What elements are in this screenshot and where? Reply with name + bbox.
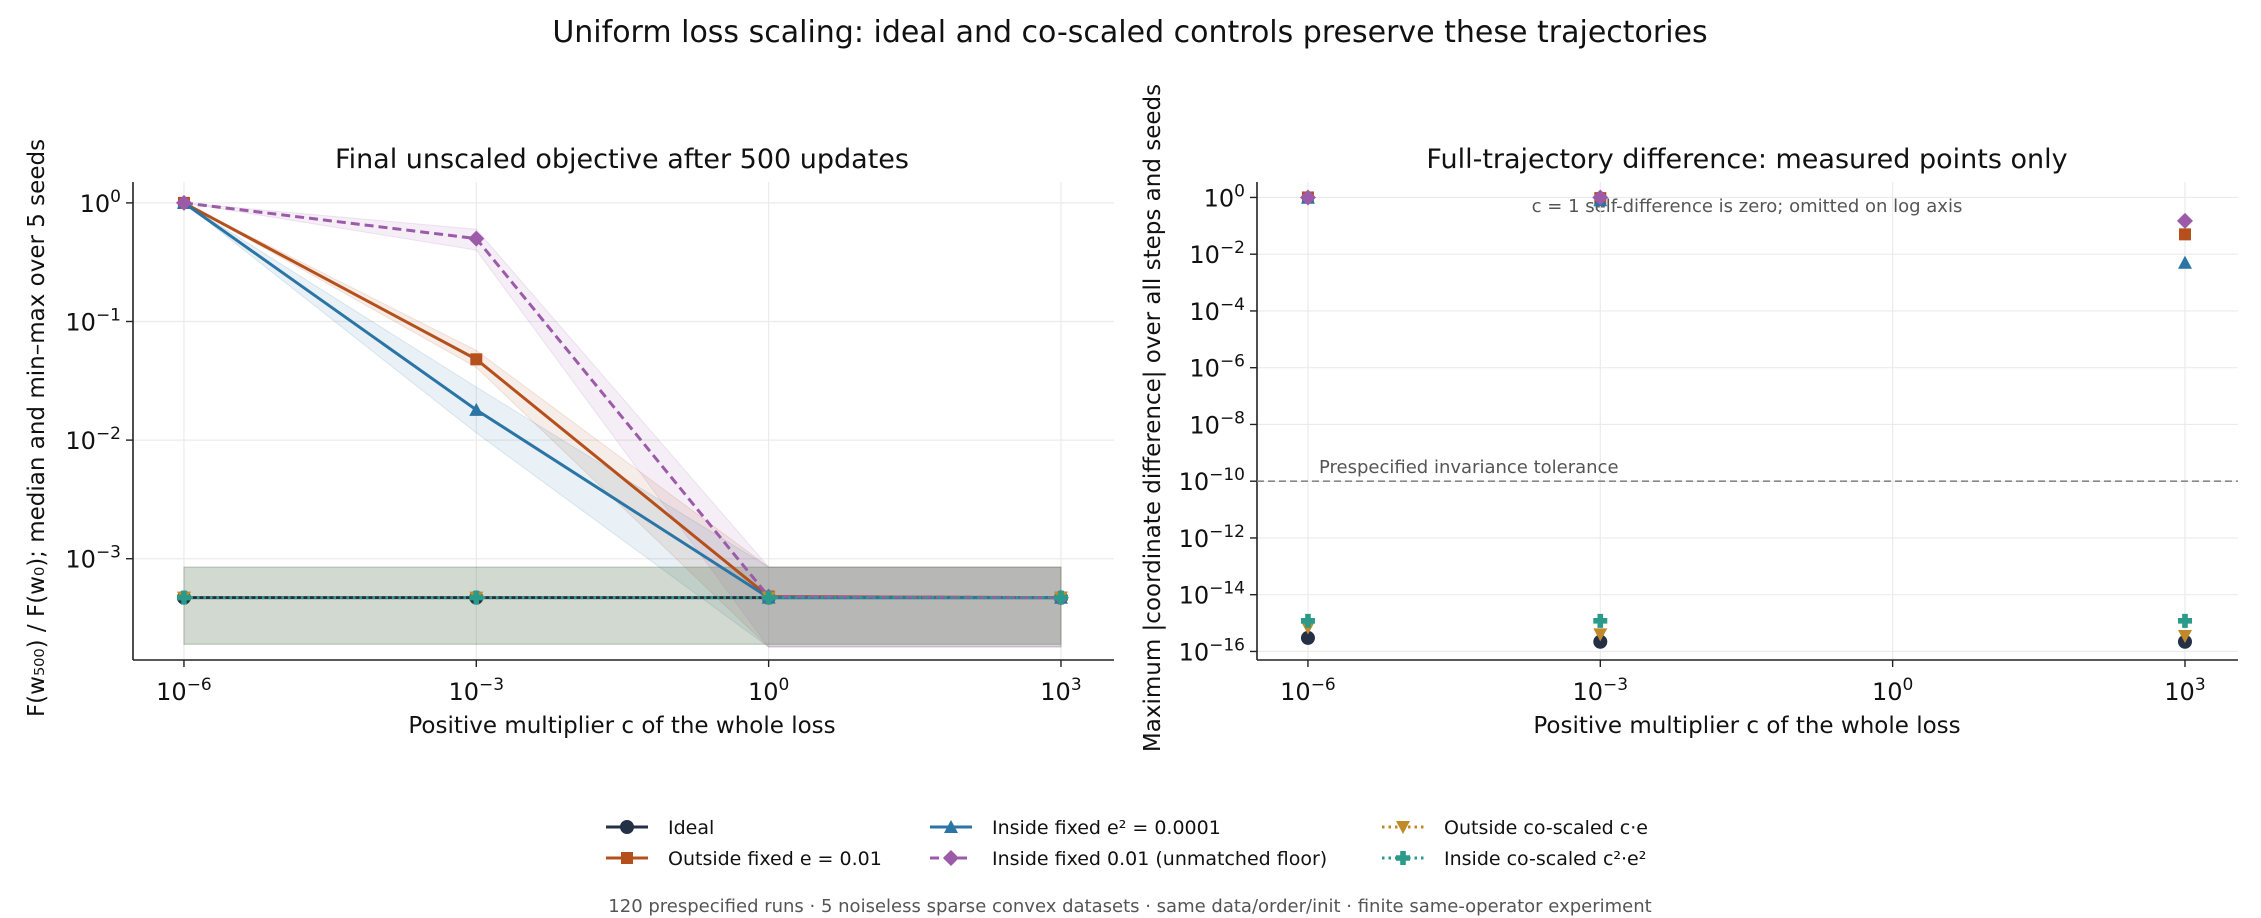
- band-outside-fixed-e-0-01: [183, 202, 1062, 648]
- tolerance-label: Prespecified invariance tolerance: [1319, 457, 1619, 478]
- legend-item-inside-fixed-0-01-unmatched-floor: Inside fixed 0.01 (unmatched floor): [930, 848, 1327, 870]
- point-inside-fixed-0-01-unmatched-floor: [468, 230, 485, 247]
- right-chart-y-tick-label: 100: [1204, 181, 1245, 212]
- left-chart-title: Final unscaled objective after 500 updat…: [335, 144, 909, 175]
- left-chart-y-tick-label: 10−3: [65, 543, 121, 574]
- left-chart-ylabel: F(w₅₀₀) / F(w₀); median and min–max over…: [24, 139, 50, 717]
- line-inside-fixed-0-01-unmatched-floor: [183, 201, 1061, 600]
- right-chart-y-tick-label: 10−6: [1189, 352, 1245, 383]
- right-chart-x-tick-label: 10−6: [1280, 675, 1336, 706]
- left-chart-y-tick-label: 10−1: [65, 305, 121, 336]
- point-outside-co-scaled-c-e: [1300, 621, 1315, 635]
- legend-marker: [944, 820, 958, 833]
- point-inside-fixed-0-01-unmatched-floor: [1299, 189, 1316, 206]
- right-chart-x-tick-label: 103: [2164, 675, 2205, 706]
- legend-label: Outside fixed e = 0.01: [668, 848, 882, 870]
- legend-item-ideal: Ideal: [606, 817, 714, 839]
- right-chart-panel: Full-trajectory difference: measured poi…: [1140, 84, 2238, 752]
- legend-item-outside-fixed-e-0-01: Outside fixed e = 0.01: [606, 848, 882, 870]
- legend-label: Inside fixed e² = 0.0001: [992, 817, 1221, 839]
- legend-item-inside-fixed-e-0-0001: Inside fixed e² = 0.0001: [930, 817, 1221, 839]
- left-chart-bands: [183, 202, 1062, 648]
- right-chart-y-tick-label: 10−4: [1189, 295, 1245, 326]
- right-chart-y-tick-label: 10−16: [1179, 635, 1245, 666]
- point-inside-fixed-0-01-unmatched-floor: [175, 194, 192, 211]
- left-chart-x-tick-label: 10−3: [448, 675, 504, 706]
- point-inside-fixed-e-0-0001: [469, 402, 484, 416]
- legend-item-outside-co-scaled-c-e: Outside co-scaled c·e: [1382, 817, 1648, 839]
- right-chart-ylabel: Maximum |coordinate difference| over all…: [1140, 84, 1166, 752]
- figure-title: Uniform loss scaling: ideal and co-scale…: [552, 15, 1707, 50]
- right-chart-xlabel: Positive multiplier c of the whole loss: [1533, 713, 1960, 739]
- legend-marker: [943, 850, 959, 866]
- point-inside-co-scaled-c-e: [1593, 613, 1608, 628]
- right-chart-y-tick-label: 10−8: [1189, 408, 1245, 439]
- point-outside-fixed-e-0-01: [470, 353, 483, 366]
- legend-marker: [1396, 821, 1410, 834]
- right-chart-points: [1299, 189, 2193, 649]
- right-chart-x-tick-label: 100: [1872, 675, 1913, 706]
- legend-item-inside-co-scaled-c-e: Inside co-scaled c²·e²: [1382, 848, 1646, 870]
- point-inside-co-scaled-c-e: [761, 590, 776, 605]
- left-chart-axes: 10−6 10−3 100 103 10−3 10−2 10−1 100: [65, 182, 1114, 706]
- right-chart-y-tick-label: 10−14: [1179, 579, 1245, 610]
- left-chart-x-tick-label: 100: [748, 675, 789, 706]
- band-inside-co-scaled-c-e: [183, 566, 1062, 645]
- band-ideal: [183, 566, 1062, 645]
- legend-label: Outside co-scaled c·e: [1444, 817, 1648, 839]
- self-difference-annotation: c = 1 self-difference is zero; omitted o…: [1532, 196, 1963, 217]
- band-inside-fixed-0-01-unmatched-floor: [183, 202, 1062, 648]
- point-outside-co-scaled-c-e: [2177, 630, 2192, 644]
- point-inside-fixed-0-01-unmatched-floor: [1592, 189, 1609, 206]
- figure-footer: 120 prespecified runs · 5 noiseless spar…: [608, 896, 1651, 917]
- band-inside-fixed-e-0-0001: [183, 202, 1062, 648]
- left-chart-y-tick-label: 10−2: [65, 424, 121, 455]
- point-inside-co-scaled-c-e: [2177, 613, 2192, 628]
- right-chart-title: Full-trajectory difference: measured poi…: [1426, 144, 2067, 175]
- right-chart-y-tick-label: 10−10: [1179, 465, 1245, 496]
- right-chart-y-tick-label: 10−12: [1179, 522, 1245, 553]
- legend-marker: [621, 852, 633, 864]
- point-inside-co-scaled-c-e: [176, 590, 191, 605]
- point-inside-co-scaled-c-e: [1053, 590, 1068, 605]
- left-chart-x-tick-label: 103: [1040, 675, 1081, 706]
- legend: Ideal Outside fixed e = 0.01 Inside fixed …: [606, 817, 1648, 870]
- left-chart-panel: Final unscaled objective after 500 updat…: [24, 139, 1114, 739]
- left-chart-lines: [175, 194, 1069, 606]
- band-outside-co-scaled-c-e: [183, 566, 1062, 645]
- left-chart-x-tick-label: 10−6: [156, 675, 212, 706]
- legend-marker: [620, 820, 634, 834]
- point-inside-fixed-0-01-unmatched-floor: [2176, 212, 2193, 229]
- right-chart-y-tick-label: 10−2: [1189, 238, 1245, 269]
- point-outside-co-scaled-c-e: [1593, 628, 1608, 642]
- point-outside-fixed-e-0-01: [2178, 228, 2191, 241]
- legend-label: Ideal: [668, 817, 714, 839]
- legend-label: Inside fixed 0.01 (unmatched floor): [992, 848, 1327, 870]
- point-inside-co-scaled-c-e: [1300, 613, 1315, 628]
- right-chart-x-tick-label: 10−3: [1572, 675, 1628, 706]
- left-chart-xlabel: Positive multiplier c of the whole loss: [408, 713, 835, 739]
- legend-label: Inside co-scaled c²·e²: [1444, 848, 1646, 870]
- left-chart-y-tick-label: 100: [80, 187, 121, 218]
- right-chart-axes: 10−6 10−3 100 103 10−16 10−14 10−12 10−10 10−8 10…: [1179, 181, 2238, 706]
- point-inside-fixed-e-0-0001: [2177, 255, 2192, 269]
- legend-marker: [1396, 851, 1410, 865]
- point-inside-co-scaled-c-e: [469, 590, 484, 605]
